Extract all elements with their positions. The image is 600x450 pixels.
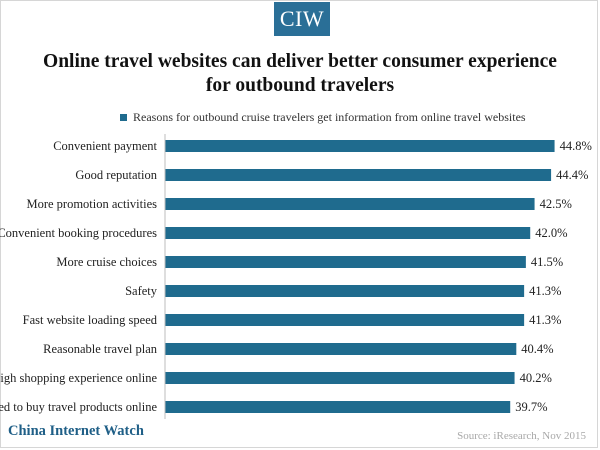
category-label: Convenient payment xyxy=(53,139,157,153)
ciw-logo: CIW xyxy=(274,2,330,36)
category-label: Safety xyxy=(125,284,158,298)
bar xyxy=(165,256,526,268)
data-label: 41.5% xyxy=(531,255,563,269)
bar xyxy=(165,169,552,181)
bar xyxy=(165,198,535,210)
category-label: Reasonable travel plan xyxy=(43,342,158,356)
category-label: Used to buy travel products online xyxy=(0,400,157,414)
bar xyxy=(165,314,525,326)
legend-swatch xyxy=(120,113,127,121)
data-label: 42.5% xyxy=(540,197,572,211)
category-label: More cruise choices xyxy=(56,255,157,269)
bar xyxy=(165,285,525,297)
bar xyxy=(165,343,517,355)
logo-text: CIW xyxy=(279,6,325,31)
chart-title: Online travel websites can deliver bette… xyxy=(43,51,557,96)
data-label: 41.3% xyxy=(529,284,561,298)
data-label: 41.3% xyxy=(529,313,561,327)
category-label: Fast website loading speed xyxy=(23,313,158,327)
data-label: 44.8% xyxy=(560,139,592,153)
category-label: High shopping experience online xyxy=(0,371,157,385)
legend-label: Reasons for outbound cruise travelers ge… xyxy=(133,109,526,124)
data-label: 40.4% xyxy=(521,342,553,356)
bar xyxy=(165,401,511,413)
category-label: Good reputation xyxy=(75,168,157,182)
bar xyxy=(165,372,515,384)
data-label: 39.7% xyxy=(515,400,547,414)
bar xyxy=(165,227,531,239)
category-label: Convenient booking procedures xyxy=(0,226,157,240)
legend: Reasons for outbound cruise travelers ge… xyxy=(120,109,540,125)
data-label: 42.0% xyxy=(535,226,567,240)
watermark-text: China Internet Watch xyxy=(8,423,144,439)
source-note: Source: iResearch, Nov 2015 xyxy=(457,430,586,442)
data-label: 44.4% xyxy=(556,168,588,182)
data-label: 40.2% xyxy=(520,371,552,385)
category-label: More promotion activities xyxy=(26,197,157,211)
bar xyxy=(165,140,555,152)
